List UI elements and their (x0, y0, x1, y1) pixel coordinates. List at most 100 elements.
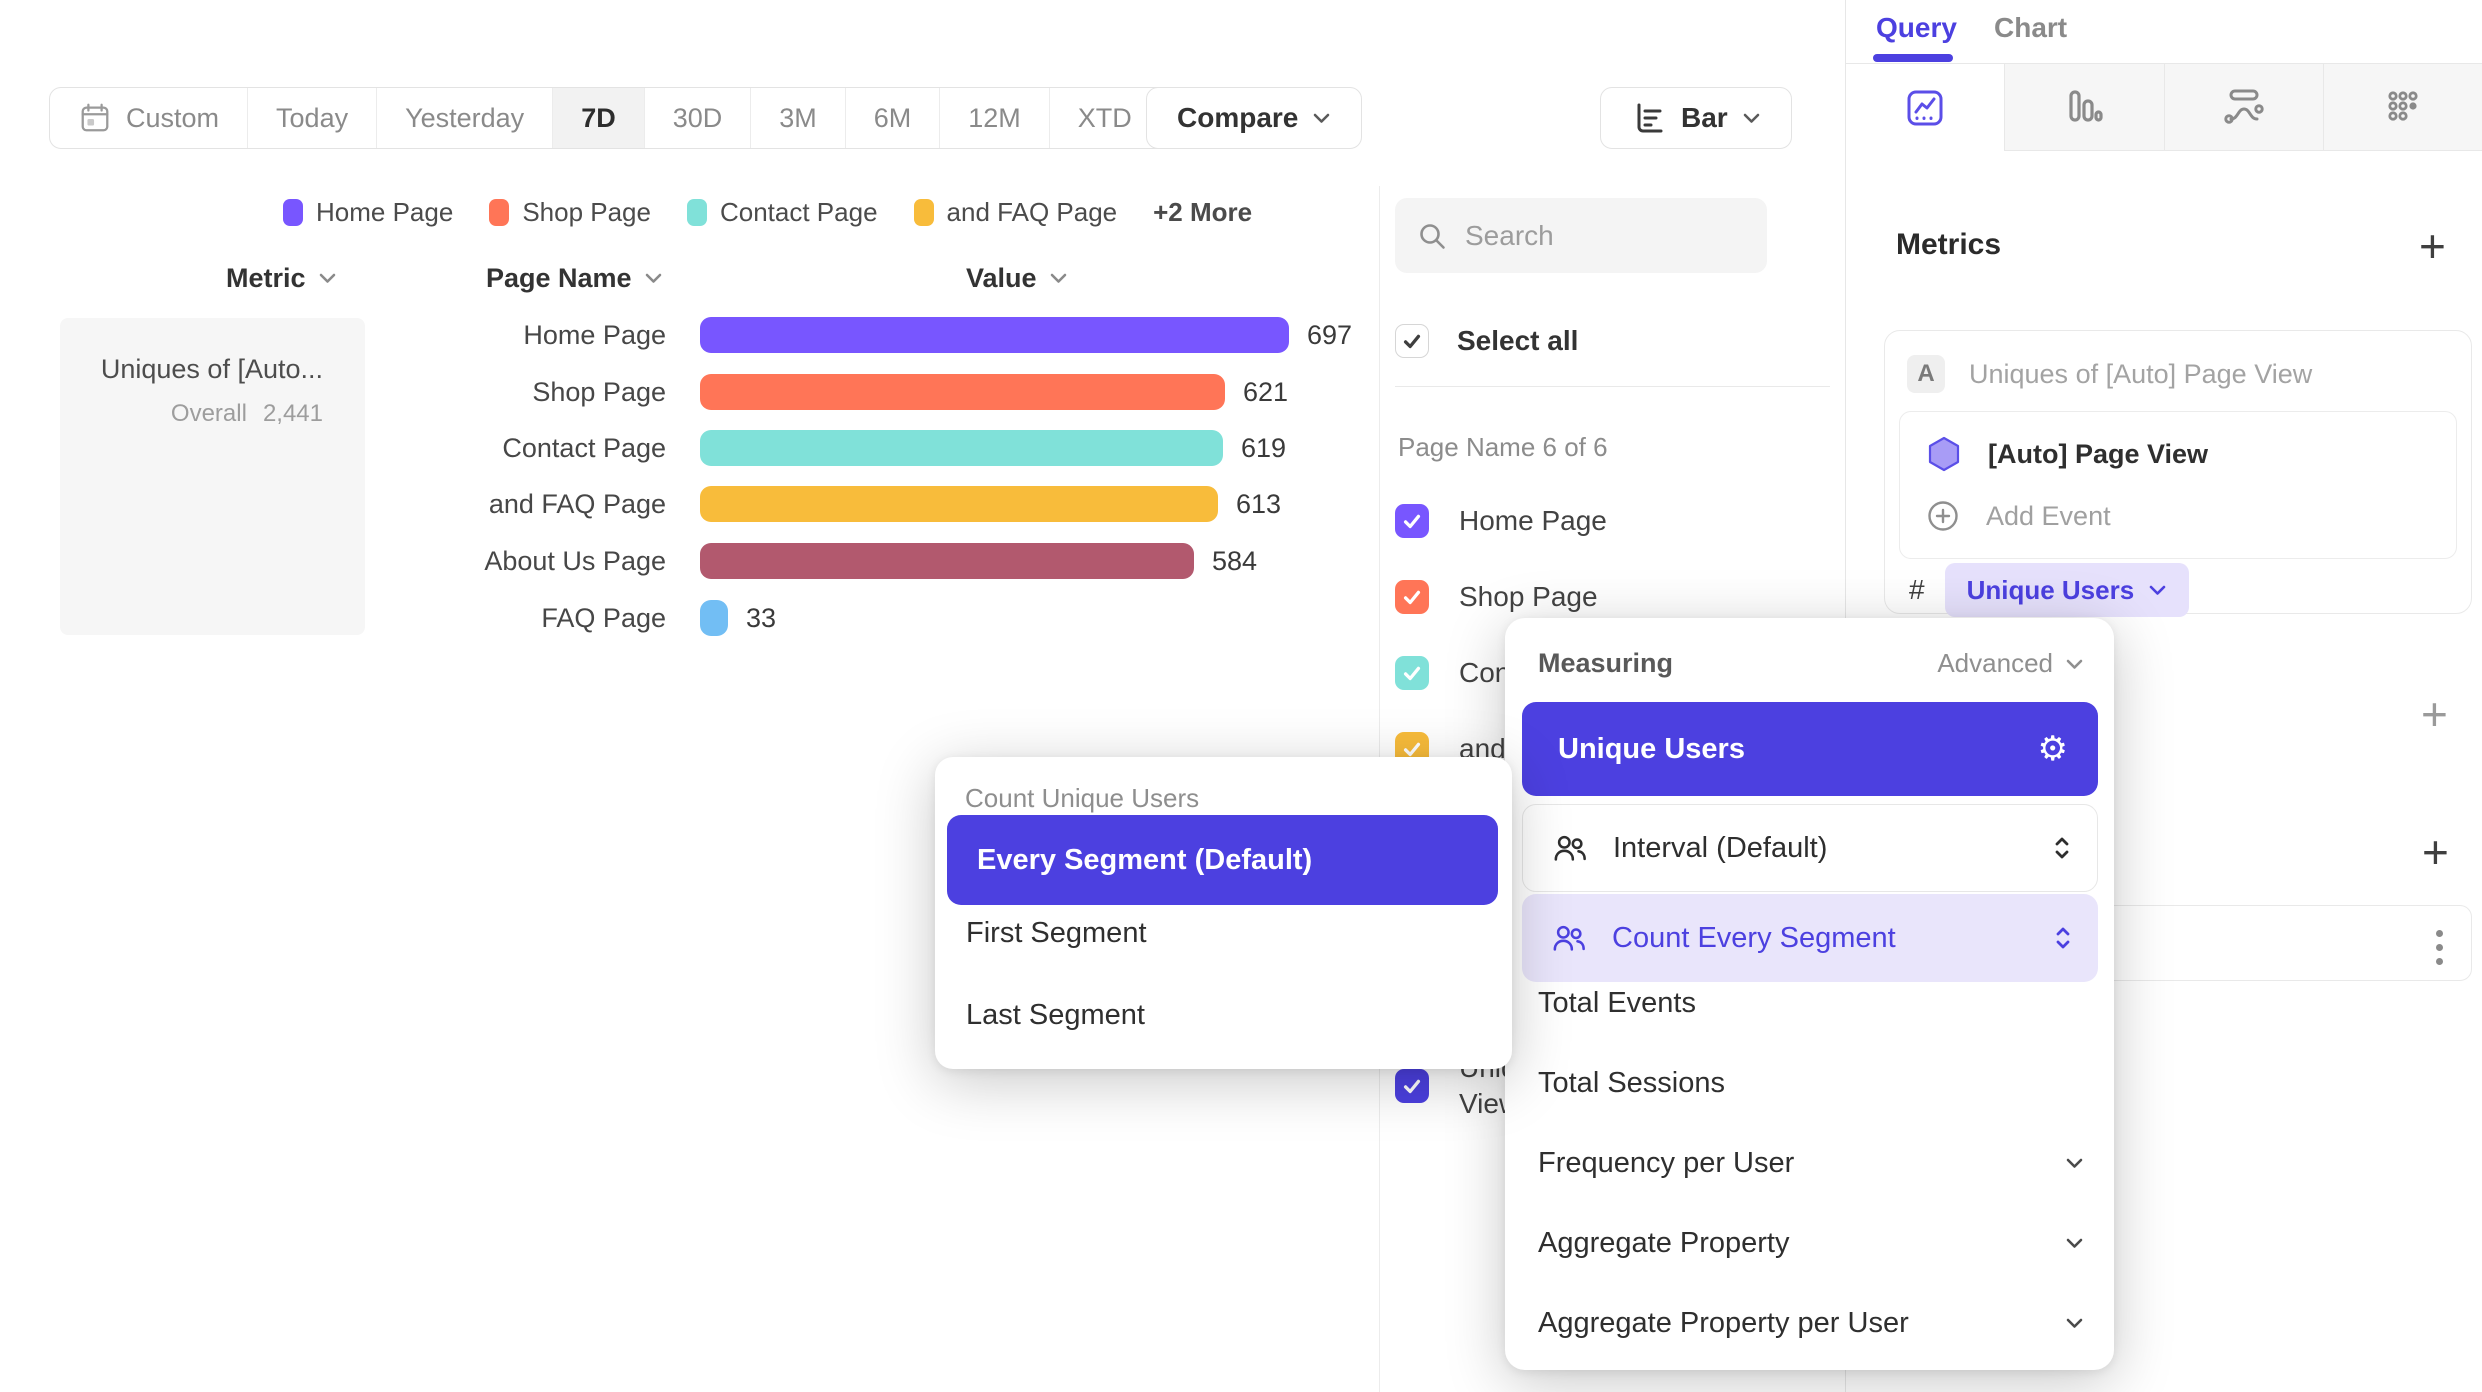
legend-items: Home Page Shop Page Contact Page and FAQ Pa… (283, 197, 1117, 228)
measuring-option[interactable]: Aggregate Property (1538, 1203, 2084, 1283)
legend-item[interactable]: Contact Page (686, 197, 878, 228)
count-mode-selector[interactable]: Count Every Segment (1522, 894, 2098, 982)
date-range-group: Custom Today Yesterday 7D 30D 3M 6M 12M XTD (49, 87, 1194, 149)
row-value: 584 (1212, 546, 1258, 576)
date-range-label: 12M (968, 102, 1021, 133)
measuring-popup: Measuring Advanced Unique Users ⚙ Interv… (1505, 618, 2114, 1370)
row-bar[interactable] (700, 543, 1194, 579)
hash-symbol: # (1909, 574, 1925, 605)
row-value: 621 (1243, 377, 1289, 407)
event-row[interactable]: [Auto] Page View (1926, 426, 2208, 482)
segment-checkbox[interactable] (1395, 656, 1429, 690)
report-tab-retention[interactable] (2322, 64, 2482, 151)
add-filter-button[interactable]: + (2421, 688, 2448, 740)
row-bar[interactable] (700, 430, 1223, 466)
row-bar[interactable] (700, 374, 1225, 410)
segment-item[interactable]: Home Page (1395, 493, 1607, 549)
tab-chart[interactable]: Chart (1994, 12, 2068, 43)
event-name: [Auto] Page View (1988, 438, 2209, 469)
date-range-today[interactable]: Today (248, 88, 378, 148)
date-range-7d[interactable]: 7D (553, 88, 645, 148)
date-range-30d[interactable]: 30D (645, 88, 752, 148)
segment-item[interactable]: Shop Page (1395, 569, 1598, 625)
measuring-selected-option[interactable]: Unique Users ⚙ (1522, 702, 2098, 796)
row-value: 613 (1236, 489, 1282, 519)
chevron-down-icon (1312, 111, 1331, 125)
date-range-label: Custom (126, 102, 220, 133)
date-range-custom[interactable]: Custom (50, 88, 249, 148)
date-range-yesterday[interactable]: Yesterday (377, 88, 554, 148)
legend-swatch (283, 198, 303, 226)
interval-selector[interactable]: Interval (Default) (1522, 804, 2098, 892)
search-icon (1417, 221, 1447, 251)
metric-letter-badge: A (1907, 355, 1945, 393)
report-tab-funnels[interactable] (2004, 64, 2164, 151)
measuring-option[interactable]: Total Sessions (1538, 1043, 2084, 1123)
gear-icon[interactable]: ⚙ (2037, 729, 2068, 769)
measurement-dropdown[interactable]: Unique Users (1944, 563, 2190, 617)
table-row: Home Page 697 (0, 307, 1360, 363)
legend-more-label[interactable]: +2 More (1153, 196, 1253, 227)
report-tab-flows[interactable] (2163, 64, 2323, 151)
add-breakdown-button[interactable]: + (2422, 826, 2449, 878)
row-value: 619 (1241, 433, 1287, 463)
report-tab-insights[interactable] (1846, 64, 2005, 151)
search-input[interactable] (1465, 219, 1826, 252)
metric-query-header[interactable]: A Uniques of [Auto] Page View (1907, 355, 2312, 393)
event-hexagon-icon (1926, 435, 1962, 473)
add-event-icon (1926, 499, 1960, 533)
legend-item[interactable]: Shop Page (489, 197, 651, 228)
row-bar[interactable] (700, 600, 728, 636)
chart-type-button[interactable]: Bar (1600, 87, 1792, 149)
measuring-option[interactable]: Aggregate Property per User (1538, 1283, 2084, 1363)
select-all-row[interactable]: Select all (1395, 324, 1578, 358)
legend-swatch (686, 198, 707, 226)
row-page-name: Contact Page (502, 433, 666, 463)
measuring-option-label: Total Events (1538, 986, 1696, 1019)
select-all-checkbox[interactable] (1395, 324, 1429, 358)
add-event-row[interactable]: Add Event (1926, 488, 2111, 544)
legend-item[interactable]: and FAQ Page (913, 197, 1117, 228)
metric-checkbox[interactable] (1395, 1069, 1429, 1103)
row-page-name: Home Page (523, 320, 666, 350)
column-header-page-name[interactable]: Page Name (486, 258, 663, 298)
row-value: 697 (1307, 320, 1353, 350)
advanced-toggle[interactable]: Advanced (1937, 648, 2084, 679)
measuring-option[interactable]: Frequency per User (1538, 1123, 2084, 1203)
interval-label: Interval (Default) (1613, 831, 1828, 864)
compare-button[interactable]: Compare (1146, 87, 1363, 149)
column-header-metric[interactable]: Metric (226, 258, 337, 298)
date-range-label: 3M (779, 102, 817, 133)
legend-item[interactable]: Home Page (283, 197, 453, 228)
flows-icon (2223, 87, 2265, 127)
row-bar[interactable] (700, 317, 1289, 353)
row-page-name: Shop Page (532, 377, 666, 407)
chart-legend: Home Page Shop Page Contact Page and FAQ Pa… (283, 195, 1252, 229)
date-range-6m[interactable]: 6M (846, 88, 941, 148)
check-icon (1401, 330, 1423, 352)
count-option-last-segment[interactable]: Last Segment (966, 998, 1145, 1031)
count-option-selected[interactable]: Every Segment (Default) (947, 815, 1498, 905)
segment-checkbox[interactable] (1395, 580, 1429, 614)
overall-value: 2,441 (262, 400, 323, 427)
metric-name: Uniques of [Auto... (100, 354, 323, 384)
add-metric-button[interactable]: + (2419, 220, 2446, 272)
measuring-option[interactable]: Total Events (1538, 963, 2084, 1043)
chevron-down-icon (318, 271, 337, 285)
date-range-3m[interactable]: 3M (751, 88, 846, 148)
segment-item-label: Home Page (1459, 505, 1607, 536)
date-range-12m[interactable]: 12M (940, 88, 1050, 148)
check-icon (1401, 738, 1423, 760)
segment-checkbox[interactable] (1395, 504, 1429, 538)
tab-query[interactable]: Query (1876, 12, 1957, 43)
more-options-icon[interactable] (2430, 924, 2449, 971)
metric-header-label: Metric (226, 262, 306, 293)
chevron-down-icon (2148, 583, 2167, 597)
check-icon (1401, 510, 1423, 532)
row-bar[interactable] (700, 486, 1218, 522)
count-option-first-segment[interactable]: First Segment (966, 916, 1147, 949)
metric-query-title: Uniques of [Auto] Page View (1969, 358, 2313, 389)
count-segment-popup: Count Unique Users Every Segment (Defaul… (935, 757, 1512, 1069)
column-header-value[interactable]: Value (966, 258, 1068, 298)
add-event-label: Add Event (1986, 500, 2111, 531)
